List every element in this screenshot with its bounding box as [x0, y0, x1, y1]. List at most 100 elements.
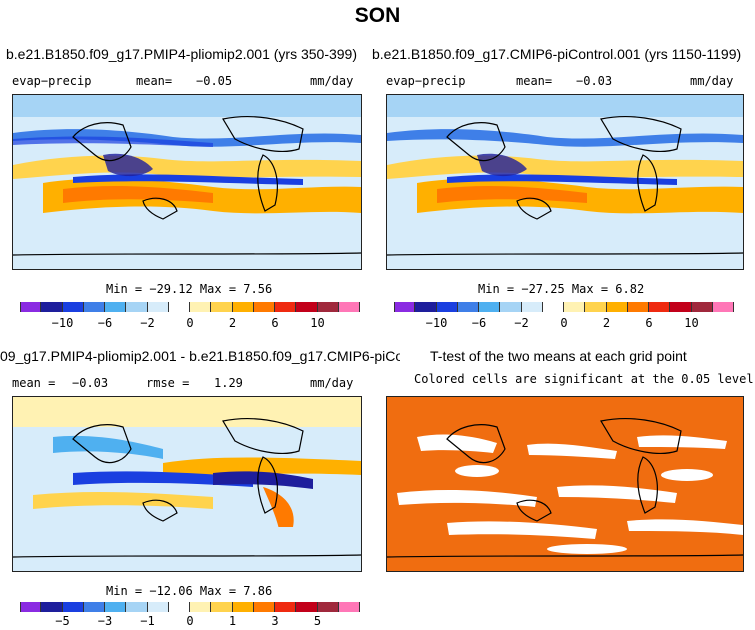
panel-2-title: b.e21.B1850.f09_g17.CMIP6-piControl.001 … [372, 46, 742, 62]
colorbar-swatch [190, 302, 212, 312]
colorbar-swatch [41, 302, 63, 312]
colorbar-swatch [542, 302, 564, 312]
colorbar-swatch [479, 302, 501, 312]
colorbar-tick-label: 2 [602, 316, 611, 330]
colorbar-swatch [105, 602, 127, 612]
colorbar-swatch [253, 302, 275, 312]
panel-3-mean-label: mean = [12, 376, 56, 390]
colorbar-swatch [317, 602, 339, 612]
colorbar-swatch [585, 302, 607, 312]
colorbar-tick-label: −10 [425, 316, 448, 330]
colorbar-swatch [296, 302, 318, 312]
colorbar-tick-label: 0 [186, 316, 194, 330]
panel-1-map [12, 94, 362, 270]
panel-2-units: mm/day [690, 74, 734, 88]
colorbar-full-swatches-2 [394, 302, 734, 312]
colorbar-tick-label: 5 [313, 614, 322, 628]
colorbar-swatch [296, 602, 318, 612]
panel-2-colorbar: −10 −6 −2 0 2 6 10 [394, 302, 734, 336]
colorbar-swatch [275, 302, 297, 312]
panel-3-map [12, 396, 362, 572]
colorbar-swatch [627, 302, 649, 312]
figure-title: SON [354, 4, 401, 27]
colorbar-swatch [338, 602, 360, 612]
colorbar-swatch [317, 302, 339, 312]
panel-2-mean-value: −0.03 [576, 74, 613, 88]
colorbar-tick-label: −3 [97, 614, 113, 628]
colorbar-swatch [500, 302, 522, 312]
colorbar-swatch [168, 302, 190, 312]
colorbar-tick-label: 2 [228, 316, 237, 330]
colorbar-swatch [147, 602, 169, 612]
colorbar-swatch [126, 602, 148, 612]
colorbar-swatch [232, 602, 254, 612]
colorbar-tick-label: 0 [560, 316, 568, 330]
panel-3-rmse-value: 1.29 [214, 376, 243, 390]
colorbar-swatch [126, 302, 148, 312]
colorbar-tick-label: −6 [97, 316, 113, 330]
panel-2-mean-label: mean= [516, 74, 553, 88]
colorbar-tick-label: −2 [514, 316, 529, 330]
colorbar-swatch [649, 302, 671, 312]
panel-1-mean-value: −0.05 [196, 74, 233, 88]
colorbar-full-swatches-1 [20, 302, 360, 312]
colorbar-tick-label: 3 [271, 614, 279, 628]
colorbar-swatch [691, 302, 713, 312]
panel-4-subtitle: Colored cells are significant at the 0.0… [414, 372, 754, 386]
colorbar-swatch [20, 602, 42, 612]
colorbar-swatch [83, 302, 105, 312]
panel-1-mean-label: mean= [136, 74, 173, 88]
panel-1-colorbar: −10 −6 −2 0 2 6 10 [20, 302, 360, 336]
colorbar-swatch [83, 602, 105, 612]
colorbar-full-ticks-1: −10 −6 −2 0 2 6 10 [20, 316, 360, 332]
map-ttest-significance [387, 397, 743, 571]
colorbar-tick-label: 10 [310, 316, 325, 330]
colorbar-tick-label: −2 [140, 316, 155, 330]
panel-1-units: mm/day [310, 74, 354, 88]
colorbar-swatch [211, 302, 233, 312]
colorbar-swatch [211, 602, 233, 612]
colorbar-tick-label: 10 [684, 316, 699, 330]
colorbar-tick-label: −10 [51, 316, 74, 330]
panel-2-minmax: Min = −27.25 Max = 6.82 [478, 282, 645, 296]
map-difference [13, 397, 361, 571]
colorbar-swatch [232, 302, 254, 312]
panel-3-colorbar: −5 −3 −1 0 1 3 5 [20, 602, 360, 630]
colorbar-swatch [521, 302, 543, 312]
panel-1-variable: evap−precip [12, 74, 92, 88]
panel-4-map [386, 396, 744, 572]
colorbar-swatch [457, 302, 479, 312]
map-evap-precip-picontrol [387, 95, 743, 269]
panel-3-units: mm/day [310, 376, 354, 390]
colorbar-tick-label: 1 [228, 614, 237, 628]
colorbar-swatch [275, 602, 297, 612]
colorbar-tick-label: 0 [186, 614, 194, 628]
colorbar-diff-swatches [20, 602, 360, 612]
colorbar-swatch [712, 302, 734, 312]
panel-4-title: T-test of the two means at each grid poi… [430, 348, 687, 364]
panel-1-title: b.e21.B1850.f09_g17.PMIP4-pliomip2.001 (… [6, 46, 357, 62]
panel-3-minmax: Min = −12.06 Max = 7.86 [106, 584, 273, 598]
colorbar-swatch [415, 302, 437, 312]
colorbar-tick-label: −6 [471, 316, 487, 330]
colorbar-swatch [62, 602, 84, 612]
colorbar-swatch [190, 602, 212, 612]
panel-2-variable: evap−precip [386, 74, 466, 88]
colorbar-full-ticks-2: −10 −6 −2 0 2 6 10 [394, 316, 734, 332]
colorbar-swatch [564, 302, 586, 312]
panel-2-map [386, 94, 744, 270]
panel-3-rmse-label: rmse = [146, 376, 190, 390]
colorbar-tick-label: −5 [55, 614, 70, 628]
colorbar-swatch [253, 602, 275, 612]
panel-3-mean-value: −0.03 [72, 376, 109, 390]
colorbar-swatch [670, 302, 692, 312]
map-evap-precip-pliomip [13, 95, 361, 269]
colorbar-diff-ticks: −5 −3 −1 0 1 3 5 [20, 614, 360, 630]
colorbar-swatch [436, 302, 458, 312]
colorbar-swatch [62, 302, 84, 312]
colorbar-swatch [41, 602, 63, 612]
panel-3-title: 09_g17.PMIP4-pliomip2.001 - b.e21.B1850.… [0, 348, 400, 364]
colorbar-swatch [105, 302, 127, 312]
colorbar-swatch [338, 302, 360, 312]
panel-1-minmax: Min = −29.12 Max = 7.56 [106, 282, 273, 296]
